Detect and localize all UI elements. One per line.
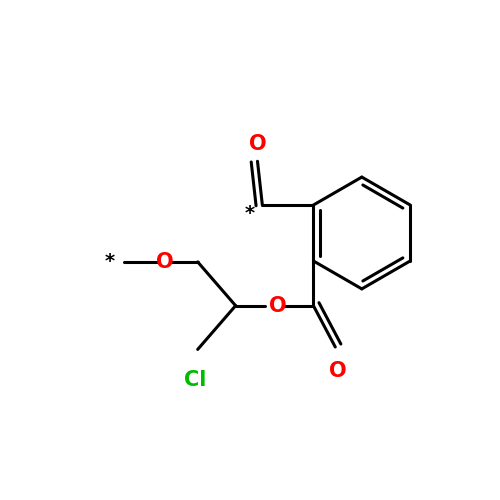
Text: O: O (156, 252, 174, 272)
Text: O: O (329, 360, 346, 380)
Text: O: O (248, 134, 266, 154)
Text: Cl: Cl (184, 370, 206, 390)
Text: *: * (105, 252, 116, 272)
Text: O: O (268, 296, 286, 316)
Text: *: * (245, 204, 256, 224)
